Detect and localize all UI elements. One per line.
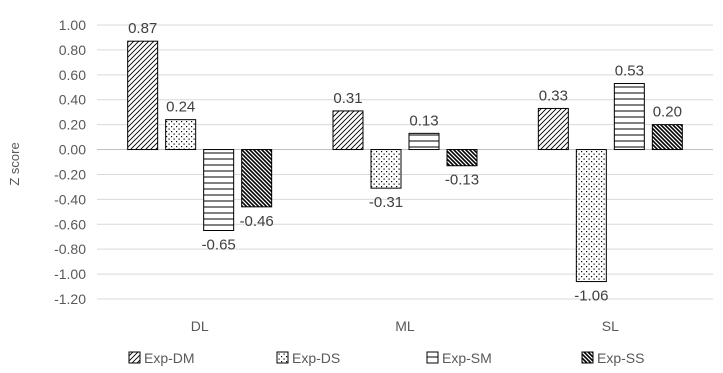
data-label: -0.46 [240,213,274,230]
y-tick-label: 0.80 [59,42,86,58]
legend-swatch-exp-ds [276,351,289,364]
bar-exp-ss-dl [241,149,273,208]
legend-label-exp-ss: Exp-SS [597,350,644,366]
bar-exp-ds-sl [575,149,607,283]
y-tick-label: -0.60 [54,216,86,232]
category-labels: DL ML SL [191,318,619,334]
data-label: 0.20 [653,104,682,121]
bar-exp-sm-sl [613,83,645,151]
y-tick-label: -1.00 [54,266,86,282]
data-label: -0.31 [369,194,403,211]
gridlines [97,24,713,300]
y-tick-label: 0.00 [59,142,86,158]
y-axis-ticks: -1.20 -1.00 -0.80 -0.60 -0.40 -0.20 0.00 0.20 0.… [54,17,86,307]
data-label: 0.33 [539,87,568,104]
category-label-sl: SL [602,318,619,334]
y-tick-label: -1.20 [54,291,86,307]
data-label: 0.87 [128,20,157,37]
y-tick-label: 1.00 [59,17,86,33]
legend: Exp-DM Exp-DS Exp-SM Exp-SS [128,350,644,366]
legend-label-exp-ds: Exp-DS [292,350,340,366]
y-axis-title: Z score [7,142,22,185]
y-tick-label: -0.40 [54,191,86,207]
legend-swatch-exp-ss [581,351,594,364]
bar-exp-ds-dl [165,119,197,151]
data-label: 0.53 [615,63,644,80]
legend-swatch-exp-sm [426,351,439,364]
bar-exp-ss-ml [446,149,478,167]
y-tick-label: -0.20 [54,166,86,182]
y-tick-label: 0.20 [59,117,86,133]
legend-label-exp-dm: Exp-DM [144,350,195,366]
category-label-ml: ML [395,318,415,334]
bar-exp-sm-ml [408,132,440,151]
legend-label-exp-sm: Exp-SM [442,350,492,366]
legend-swatch-exp-dm [128,351,141,364]
data-label: -0.65 [202,237,236,254]
category-label-dl: DL [191,318,209,334]
data-label: -1.06 [574,288,608,305]
y-tick-label: 0.40 [59,92,86,108]
data-label: 0.31 [333,90,362,107]
bar-exp-sm-dl [203,149,235,231]
bar-exp-ss-sl [651,124,683,151]
bar-exp-dm-ml [332,110,364,151]
bar-exp-dm-dl [127,40,159,151]
y-tick-label: 0.60 [59,67,86,83]
bar-exp-dm-sl [537,107,569,151]
bar-exp-ds-ml [370,149,402,189]
data-label: 0.13 [409,112,438,129]
data-label: 0.24 [166,99,195,116]
bars [127,40,683,283]
data-labels: 0.87 0.24 -0.65-0.46 0.31 -0.31 0.13 -0.13 0.33… [128,20,682,304]
y-tick-label: -0.80 [54,241,86,257]
data-label: -0.13 [445,172,479,189]
